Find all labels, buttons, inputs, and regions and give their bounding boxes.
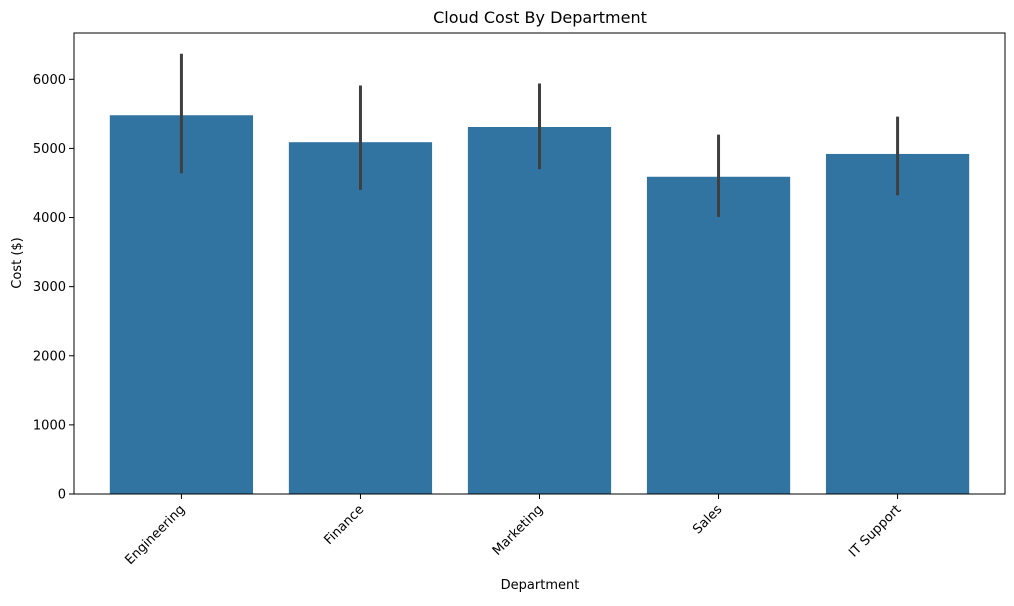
y-axis-title: Cost ($) [10, 237, 25, 288]
y-tick-label: 1000 [33, 418, 66, 433]
x-tick-label: Sales [690, 502, 725, 537]
y-tick-label: 3000 [33, 280, 66, 295]
error-bars-layer [179, 53, 900, 217]
y-tick-label: 2000 [33, 349, 66, 364]
bar-engineering [109, 115, 254, 494]
bar-sales [646, 176, 791, 494]
bars-layer [109, 115, 970, 494]
bar-finance [288, 142, 433, 494]
bar-marketing [467, 127, 612, 494]
bar-it-support [825, 153, 970, 494]
x-tick-label: IT Support [846, 502, 904, 560]
y-axis-ticks: 0 1000 2000 3000 4000 5000 6000 [33, 73, 74, 503]
x-tick-label: Finance [322, 502, 368, 548]
y-tick-label: 4000 [33, 211, 66, 226]
y-tick-label: 5000 [33, 142, 66, 157]
x-tick-label: Engineering [122, 502, 188, 568]
x-axis-ticks: Engineering Finance Marketing Sales IT Suppo… [122, 494, 904, 568]
x-axis-title: Department [501, 578, 580, 593]
chart-title: Cloud Cost By Department [433, 8, 647, 27]
y-tick-label: 0 [58, 488, 66, 503]
y-tick-label: 6000 [33, 73, 66, 88]
x-tick-label: Marketing [490, 502, 546, 558]
